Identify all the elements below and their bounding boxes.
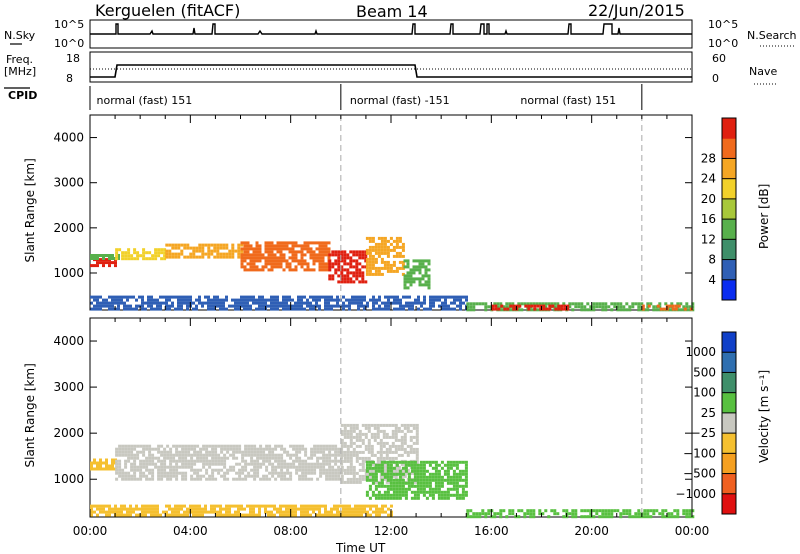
echo-region (240, 241, 331, 272)
colorbar-tick-label: 500 (693, 365, 716, 379)
x-tick-label: 20:00 (574, 524, 609, 538)
colorbar-swatch (722, 473, 736, 495)
echo-region (403, 259, 431, 290)
nsearch-tick-bottom: 10^0 (708, 37, 738, 50)
cpid-row: normal (fast) 151 normal (fast) -151 norma… (89, 84, 643, 110)
colorbar-swatch (722, 412, 736, 434)
nsearch-tick-top: 10^5 (708, 18, 738, 31)
colorbar-swatch (722, 279, 736, 301)
y-tick-label: 4000 (53, 334, 84, 348)
freq-panel (89, 51, 693, 83)
colorbar-swatch (722, 392, 736, 414)
colorbar-tick-label: 28 (701, 151, 716, 165)
x-tick-label: 08:00 (273, 524, 308, 538)
x-tick-label: 04:00 (173, 524, 208, 538)
cpid-segment-label: normal (fast) 151 (97, 94, 193, 107)
colorbar-swatch (722, 138, 736, 159)
colorbar-swatch (722, 372, 736, 394)
freq-tick-bottom: 8 (66, 72, 73, 85)
x-tick-label: 16:00 (474, 524, 509, 538)
colorbar-swatch (722, 239, 736, 261)
nsky-tick-bottom: 10^0 (54, 37, 84, 50)
colorbar-tick-label: 8 (708, 253, 716, 267)
y-tick-label: 2000 (53, 221, 84, 235)
colorbar-tick-label: −1000 (675, 487, 716, 501)
x-axis-title: Time UT (335, 541, 386, 554)
echo-region (115, 444, 344, 481)
colorbar-tick-label: 24 (701, 172, 716, 186)
colorbar-tick-label: −25 (691, 426, 716, 440)
freq-trace (90, 64, 692, 78)
echo-region (491, 304, 570, 311)
colorbar-tick-label: −100 (683, 446, 716, 460)
y-tick-label: 1000 (53, 472, 84, 486)
cpid-segment-label: normal (fast) 151 (520, 94, 616, 107)
freq-tick-top: 18 (66, 52, 80, 65)
echo-region (115, 248, 167, 261)
x-tick-label: 00:00 (73, 524, 108, 538)
colorbar-swatch (722, 493, 736, 515)
nave-tick-bottom: 0 (712, 72, 719, 85)
nave-label: Nave (749, 65, 777, 78)
y-axis-title: Slant Range [km] (23, 158, 37, 262)
echo-region (328, 250, 368, 284)
freq-label-2: [MHz] (4, 65, 36, 78)
colorbar-tick-label: 12 (701, 232, 716, 246)
colorbar-swatch (722, 118, 736, 139)
y-tick-label: 2000 (53, 426, 84, 440)
colorbar-swatch (722, 332, 736, 353)
y-tick-label: 3000 (53, 380, 84, 394)
colorbar-tick-label: 1000 (685, 345, 716, 359)
colorbar-tick-label: 20 (701, 192, 716, 206)
colorbar-swatch (722, 178, 736, 200)
echo-region (90, 254, 120, 260)
colorbar-frame (721, 331, 737, 515)
colorbar-tick-label: 100 (693, 386, 716, 400)
power-panel: 1000 2000 3000 4000 Slant Range [km] 4 8 12 16 20… (23, 114, 771, 312)
x-tick-label: 00:00 (675, 524, 710, 538)
nsky-label: N.Sky (4, 29, 36, 42)
nave-tick-top: 60 (712, 52, 726, 65)
colorbar-swatch (722, 158, 736, 180)
plot-area (89, 114, 693, 311)
nsky-trace (90, 23, 692, 35)
y-tick-label: 3000 (53, 176, 84, 190)
freq-label-1: Freq. (6, 53, 33, 66)
nsearch-label: N.Search (747, 29, 797, 42)
y-tick-label: 4000 (53, 131, 84, 145)
cpid-label: CPID (8, 89, 37, 102)
colorbar-swatch (722, 198, 736, 220)
cpid-segment-label: normal (fast) -151 (350, 94, 450, 107)
date-title: 22/Jun/2015 (588, 1, 685, 20)
colorbar-tick-label: 25 (701, 406, 716, 420)
echo-region (90, 504, 393, 517)
x-tick-label: 12:00 (374, 524, 409, 538)
colorbar-title: Velocity [m s⁻¹] (757, 370, 771, 463)
station-title: Kerguelen (fitACF) (95, 1, 240, 20)
y-axis-title: Slant Range [km] (23, 363, 37, 467)
colorbar-swatch (722, 453, 736, 475)
beam-title: Beam 14 (356, 2, 428, 21)
nsky-tick-top: 10^5 (54, 18, 84, 31)
echo-region (365, 460, 468, 500)
velocity-panel: 1000 2000 3000 4000 Slant Range [km] 1000 500 1… (23, 317, 771, 538)
echo-region (340, 423, 419, 484)
colorbar-swatch (722, 219, 736, 240)
colorbar-tick-label: −500 (683, 467, 716, 481)
y-tick-label: 1000 (53, 266, 84, 280)
colorbar-title: Power [dB] (757, 184, 771, 249)
echo-region (365, 236, 405, 276)
colorbar-swatch (722, 352, 736, 373)
colorbar-tick-label: 16 (701, 212, 716, 226)
colorbar-frame (721, 117, 737, 301)
echo-region (466, 509, 695, 519)
colorbar-tick-label: 4 (708, 273, 716, 287)
colorbar-swatch (722, 433, 736, 454)
colorbar-swatch (722, 259, 736, 281)
echo-region (165, 243, 244, 259)
